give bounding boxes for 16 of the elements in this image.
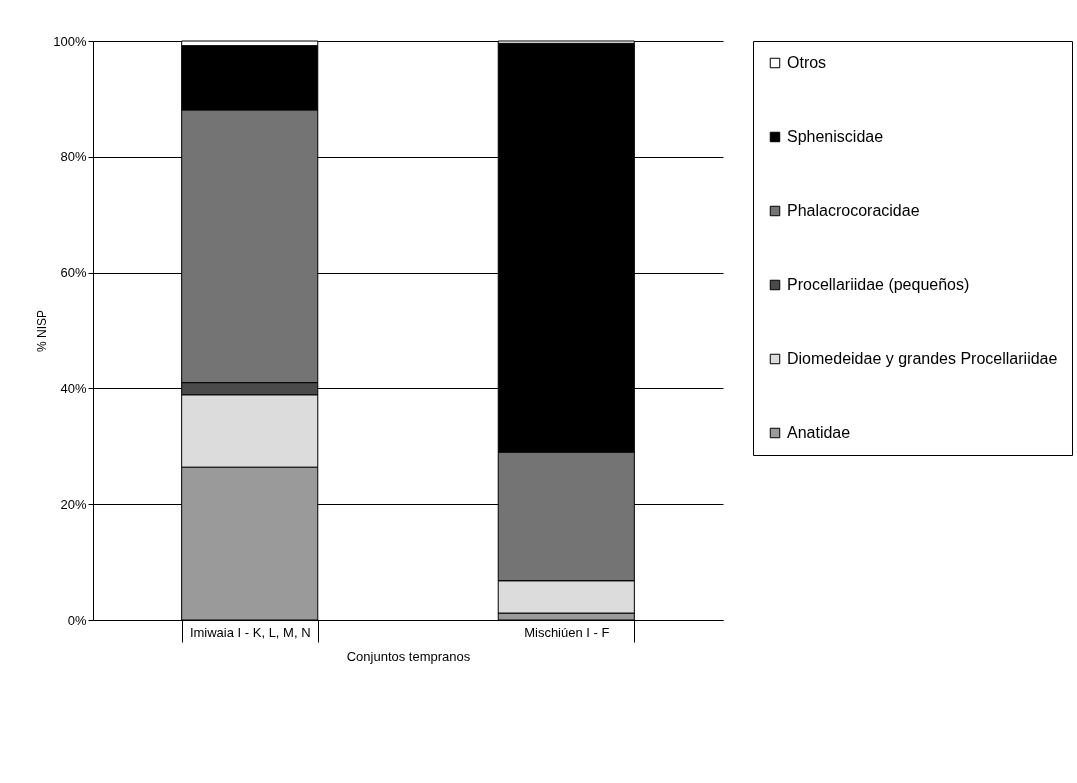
y-tick-label: 40% (60, 380, 87, 396)
legend-label: Phalacrocoracidae (787, 202, 920, 219)
y-tick-label: 20% (60, 496, 87, 512)
legend-label: Otros (787, 54, 827, 71)
y-tick-label: 80% (60, 149, 87, 165)
x-tick-label: Imiwaia I - K, L, M, N (189, 624, 311, 640)
legend-label: Diomedeidae y grandes Procellariidae (787, 350, 1058, 367)
legend-label: Spheniscidae (787, 128, 884, 145)
y-tick-label: 100% (53, 33, 87, 49)
x-axis-title: Conjuntos tempranos (346, 649, 471, 664)
y-tick-label: 60% (60, 265, 87, 281)
y-tick-label: 0% (67, 612, 87, 628)
legend-label: Procellariidae (pequeños) (787, 276, 970, 293)
legend-label: Anatidae (787, 424, 851, 441)
x-tick-label: Mischiúen I - F (524, 624, 610, 640)
y-axis-title: % NISP (35, 309, 50, 353)
